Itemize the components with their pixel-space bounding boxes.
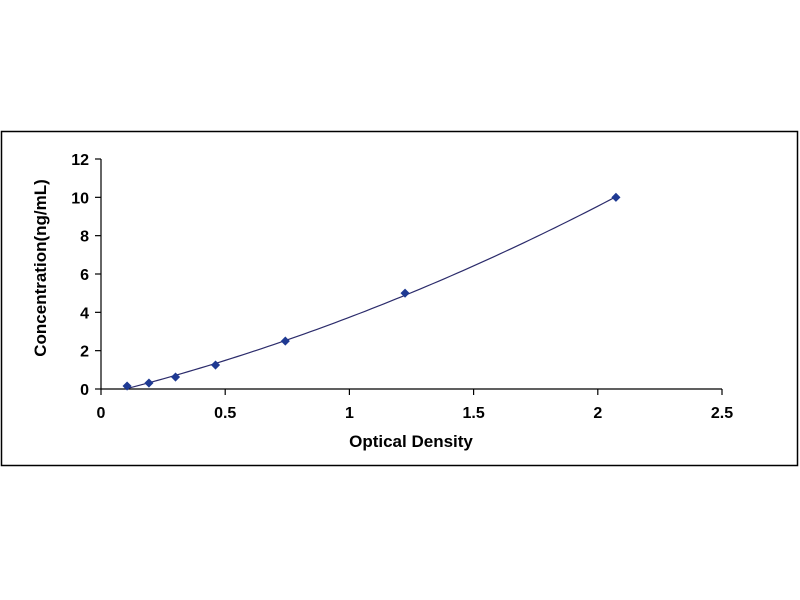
x-tick-label: 1 bbox=[345, 405, 354, 422]
y-tick-label: 12 bbox=[71, 152, 89, 169]
y-tick-label: 6 bbox=[80, 267, 89, 284]
y-tick-label: 0 bbox=[80, 382, 89, 399]
y-tick-label: 10 bbox=[71, 190, 89, 207]
data-point bbox=[280, 336, 290, 346]
fit-curve bbox=[126, 196, 617, 390]
x-tick-label: 2.5 bbox=[711, 405, 733, 422]
x-tick-label: 1.5 bbox=[462, 405, 484, 422]
chart-border bbox=[0, 130, 799, 467]
x-tick-label: 2 bbox=[593, 405, 602, 422]
x-tick-label: 0 bbox=[97, 405, 106, 422]
data-point bbox=[170, 372, 181, 382]
y-axis-title: Concentration(ng/mL) bbox=[31, 179, 50, 357]
data-point bbox=[611, 192, 621, 202]
data-point bbox=[122, 381, 132, 391]
y-tick-label: 2 bbox=[80, 344, 89, 361]
x-axis-title: Optical Density bbox=[349, 432, 473, 451]
y-axis-ticks: 0 2 4 6 8 10 12 bbox=[71, 152, 101, 399]
y-tick-label: 4 bbox=[80, 305, 89, 322]
y-tick-label: 8 bbox=[80, 229, 89, 246]
x-axis-ticks: 0 0.5 1 1.5 2 2.5 bbox=[97, 389, 733, 422]
data-point bbox=[144, 378, 154, 388]
data-point bbox=[210, 360, 221, 370]
data-point bbox=[400, 288, 410, 298]
x-tick-label: 0.5 bbox=[214, 405, 236, 422]
